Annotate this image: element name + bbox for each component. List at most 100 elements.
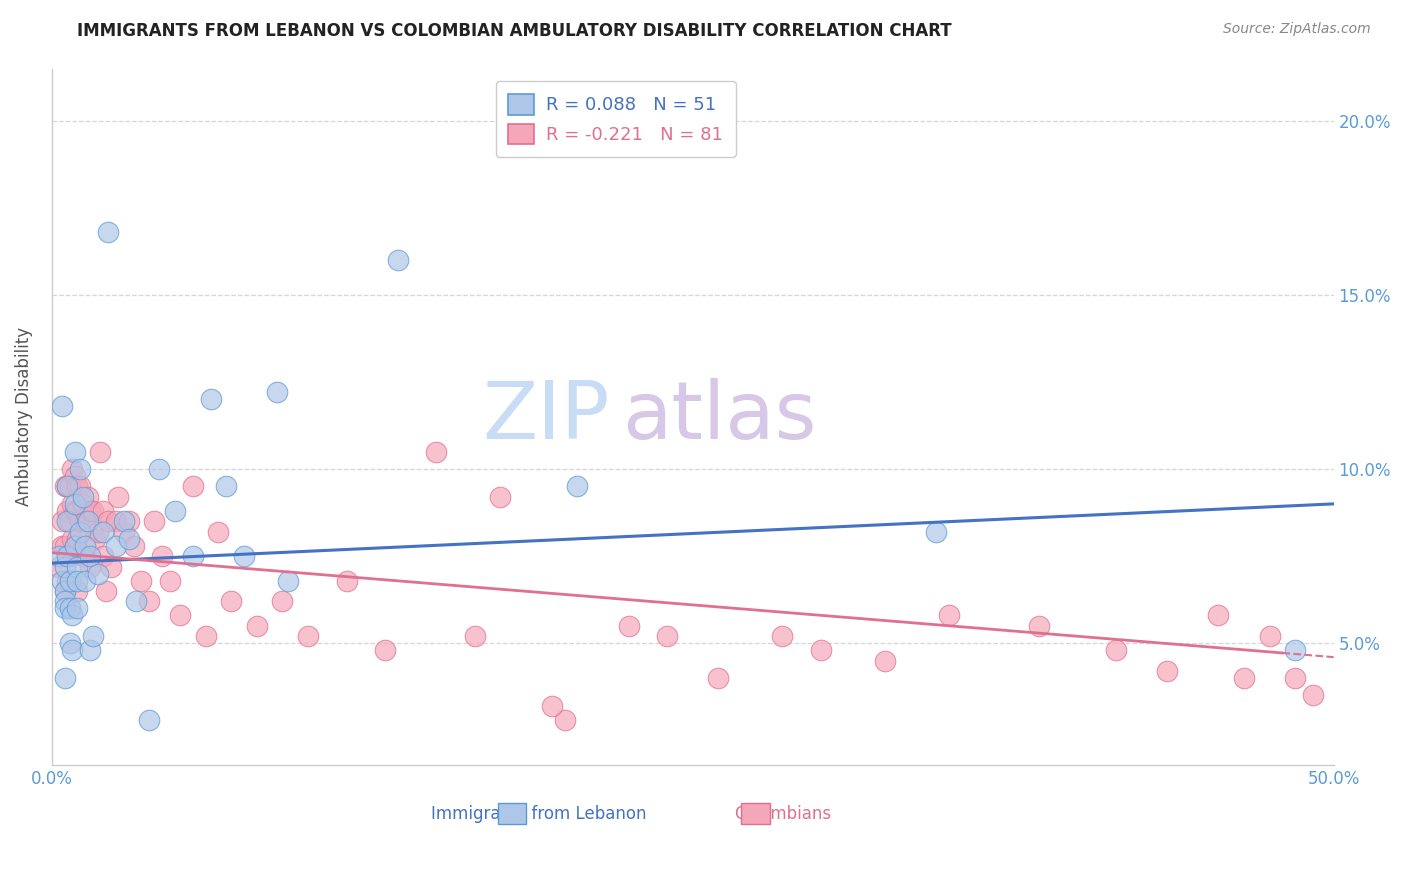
Point [60,532,83,546]
Point [59,574,82,588]
Point [148,462,170,476]
Point [87,566,110,581]
Point [200,392,222,407]
Point [1206,608,1229,623]
Y-axis label: Ambulatory Disability: Ambulatory Disability [15,327,32,507]
Text: IMMIGRANTS FROM LEBANON VS COLOMBIAN AMBULATORY DISABILITY CORRELATION CHART: IMMIGRANTS FROM LEBANON VS COLOMBIAN AMB… [77,22,952,40]
Point [72,549,94,563]
Point [82,504,104,518]
Point [112,514,135,528]
Point [72,490,94,504]
Point [53,671,76,685]
Point [770,629,793,643]
Point [707,671,730,685]
Point [63,444,86,458]
Point [100,559,122,574]
Point [48,559,70,574]
Point [219,594,242,608]
Point [215,479,238,493]
Point [489,490,512,504]
Point [118,532,141,546]
FancyBboxPatch shape [741,804,769,824]
Point [63,539,86,553]
Point [1233,671,1256,685]
Point [72,497,94,511]
Point [553,713,575,727]
Point [56,479,79,493]
Point [53,594,76,608]
Point [56,504,79,518]
Point [567,479,589,493]
Point [97,225,120,239]
Point [60,608,83,623]
Text: Colombians: Colombians [734,805,831,822]
Point [60,497,83,511]
Text: Immigrants from Lebanon: Immigrants from Lebanon [432,805,647,822]
Point [194,629,217,643]
Point [66,601,89,615]
Legend: R = 0.088   N = 51, R = -0.221   N = 81: R = 0.088 N = 51, R = -0.221 N = 81 [496,81,735,157]
Point [59,636,82,650]
Point [181,479,204,493]
Point [56,549,79,563]
Point [51,400,73,414]
Point [540,698,562,713]
Point [59,479,82,493]
Point [387,253,409,268]
Point [131,574,153,588]
Point [138,594,160,608]
Point [1284,643,1306,657]
Point [69,524,91,539]
Point [336,574,359,588]
Point [69,462,91,476]
Point [69,479,91,493]
Point [79,504,101,518]
Point [1284,671,1306,685]
Point [112,524,135,539]
Point [938,608,960,623]
Point [75,574,97,588]
Point [66,584,89,599]
Point [94,584,117,599]
Point [51,574,73,588]
Point [63,497,86,511]
Point [1258,629,1281,643]
Point [75,549,97,563]
Point [374,643,396,657]
Point [56,514,79,528]
Point [873,654,896,668]
Point [122,539,145,553]
Point [464,629,486,643]
Point [297,629,319,643]
Point [48,549,70,563]
Point [79,549,101,563]
Point [79,643,101,657]
Point [51,514,73,528]
Point [810,643,832,657]
Point [63,539,86,553]
Point [91,524,114,539]
Point [89,444,111,458]
Point [84,532,107,546]
Point [66,532,89,546]
Point [1105,643,1128,657]
Point [207,524,229,539]
Point [59,549,82,563]
Point [69,514,91,528]
Point [159,574,181,588]
Point [271,594,294,608]
Point [66,504,89,518]
Point [277,574,299,588]
Point [63,469,86,483]
Point [181,549,204,563]
Point [104,539,127,553]
Point [82,629,104,643]
Point [59,601,82,615]
Point [266,385,288,400]
Point [59,514,82,528]
Point [76,514,98,528]
Text: Source: ZipAtlas.com: Source: ZipAtlas.com [1223,22,1371,37]
Point [60,643,83,657]
Point [104,514,127,528]
Point [59,574,82,588]
